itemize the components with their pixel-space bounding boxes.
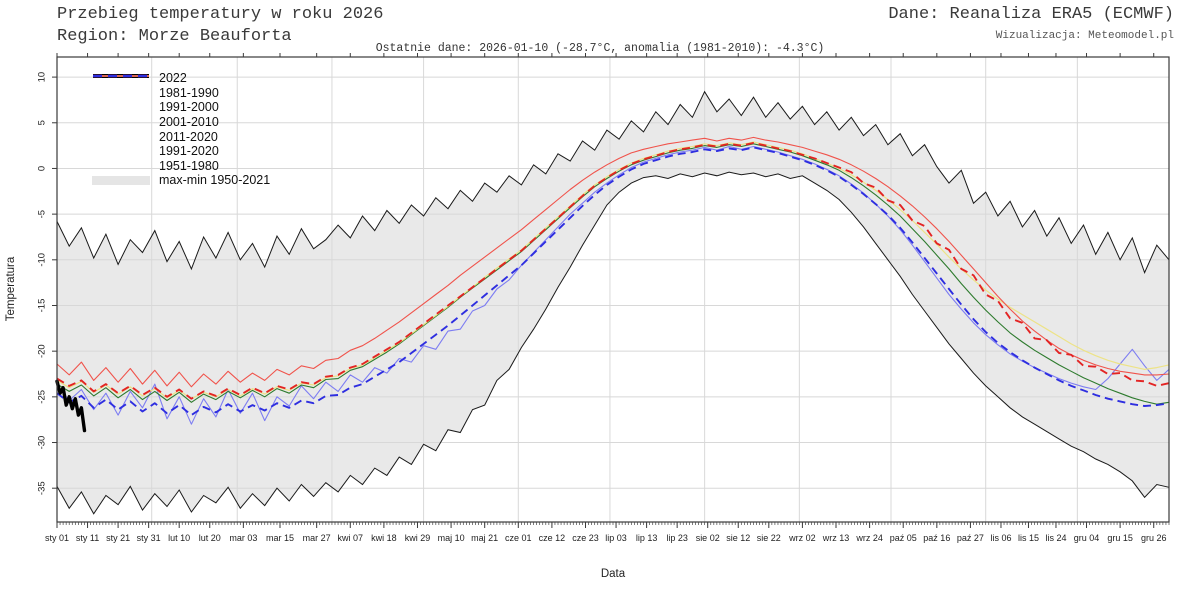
legend-label: max-min 1950-2021 [159, 173, 271, 188]
y-tick-label: 5 [37, 120, 48, 125]
x-tick-label: gru 15 [1107, 533, 1133, 543]
latest-data-subtitle: Ostatnie dane: 2026-01-10 (-28.7°C, anom… [375, 42, 825, 55]
x-tick-label: mar 27 [303, 533, 331, 543]
x-tick-label: wrz 02 [788, 533, 816, 543]
legend-item: max-min 1950-2021 [92, 173, 270, 188]
y-tick-label: -15 [37, 299, 48, 313]
legend-item: 2011-2020 [92, 75, 270, 144]
x-tick-label: lis 06 [990, 533, 1011, 543]
y-axis-label: Temperatura [5, 256, 17, 322]
band-min-line [56, 171, 1170, 515]
x-tick-label: lut 20 [199, 533, 221, 543]
x-tick-label: sie 02 [696, 533, 720, 543]
x-tick-label: lip 13 [636, 533, 658, 543]
x-tick-label: cze 12 [539, 533, 566, 543]
x-tick-label: lis 15 [1018, 533, 1039, 543]
series-line-2022 [55, 379, 87, 433]
legend-label: 1981-1990 [159, 85, 219, 100]
band-max-line [56, 90, 1170, 274]
legend-item: 1991-2000 [92, 75, 270, 115]
x-tick-label: mar 15 [266, 533, 294, 543]
y-tick-label: 0 [37, 166, 48, 171]
legend-label: 2001-2010 [159, 115, 219, 130]
x-tick-label: kwi 29 [405, 533, 431, 543]
y-tick-label: -35 [37, 481, 48, 495]
x-tick-label: gru 04 [1074, 533, 1100, 543]
series-line-2011-2020 [56, 136, 1170, 388]
x-tick-label: wrz 24 [855, 533, 883, 543]
x-tick-label: paź 05 [890, 533, 917, 543]
x-tick-label: sty 31 [137, 533, 161, 543]
x-tick-label: sty 01 [45, 533, 69, 543]
x-tick-label: maj 21 [471, 533, 498, 543]
x-tick-label: sie 12 [726, 533, 750, 543]
legend-item: 1951-1980 [92, 74, 270, 174]
legend-swatch-band-icon [92, 175, 150, 185]
x-tick-label: kwi 07 [338, 533, 364, 543]
x-tick-label: lis 24 [1045, 533, 1066, 543]
x-tick-label: sty 21 [106, 533, 130, 543]
x-tick-label: maj 10 [438, 533, 465, 543]
x-tick-label: lut 10 [168, 533, 190, 543]
x-tick-label: paź 27 [957, 533, 984, 543]
y-tick-label: 10 [37, 72, 48, 83]
y-tick-label: -25 [37, 390, 48, 404]
legend-label: 1991-2020 [159, 144, 219, 159]
legend-label: 2022 [159, 71, 187, 86]
page-title: Przebieg temperatury w roku 2026 [57, 5, 384, 24]
x-tick-label: kwi 18 [371, 533, 397, 543]
y-tick-label: -10 [37, 253, 48, 267]
x-tick-label: cze 23 [572, 533, 599, 543]
series-line-1991-2020 [56, 141, 1170, 400]
x-tick-label: lip 03 [605, 533, 627, 543]
legend-item: 1991-2020 [92, 74, 270, 159]
legend-item: 1981-1990 [92, 75, 270, 101]
x-axis-label: Data [600, 568, 626, 580]
y-tick-label: -30 [37, 436, 48, 450]
x-tick-label: mar 03 [229, 533, 257, 543]
series-line-1951-1980 [56, 146, 1170, 417]
legend-label: 2011-2020 [159, 129, 218, 144]
x-tick-label: paź 16 [923, 533, 950, 543]
x-tick-label: sty 11 [76, 533, 99, 543]
visualization-credit: Wizualizacja: Meteomodel.pl [995, 30, 1174, 42]
data-source-label: Dane: Reanaliza ERA5 (ECMWF) [888, 5, 1174, 24]
x-tick-label: gru 26 [1141, 533, 1167, 543]
x-tick-label: sie 22 [757, 533, 781, 543]
legend-label: 1951-1980 [159, 158, 219, 173]
x-tick-label: cze 01 [505, 533, 532, 543]
x-tick-label: wrz 13 [822, 533, 850, 543]
y-tick-label: -5 [37, 210, 48, 218]
y-tick-label: -20 [37, 344, 48, 358]
legend-label: 1991-2000 [159, 100, 219, 115]
plot-legend: 2022 1981-1990 1991-2000 2001-2010 2011-2020… [92, 71, 270, 188]
region-subtitle: Region: Morze Beauforta [57, 27, 292, 46]
legend-item: 2001-2010 [92, 75, 270, 130]
x-tick-label: lip 23 [666, 533, 688, 543]
